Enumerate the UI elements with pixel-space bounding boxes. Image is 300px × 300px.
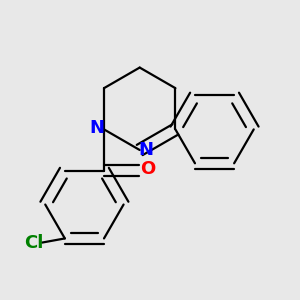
Text: N: N: [90, 119, 105, 137]
Text: Cl: Cl: [24, 234, 44, 252]
Text: O: O: [140, 160, 155, 178]
Text: N: N: [139, 141, 154, 159]
